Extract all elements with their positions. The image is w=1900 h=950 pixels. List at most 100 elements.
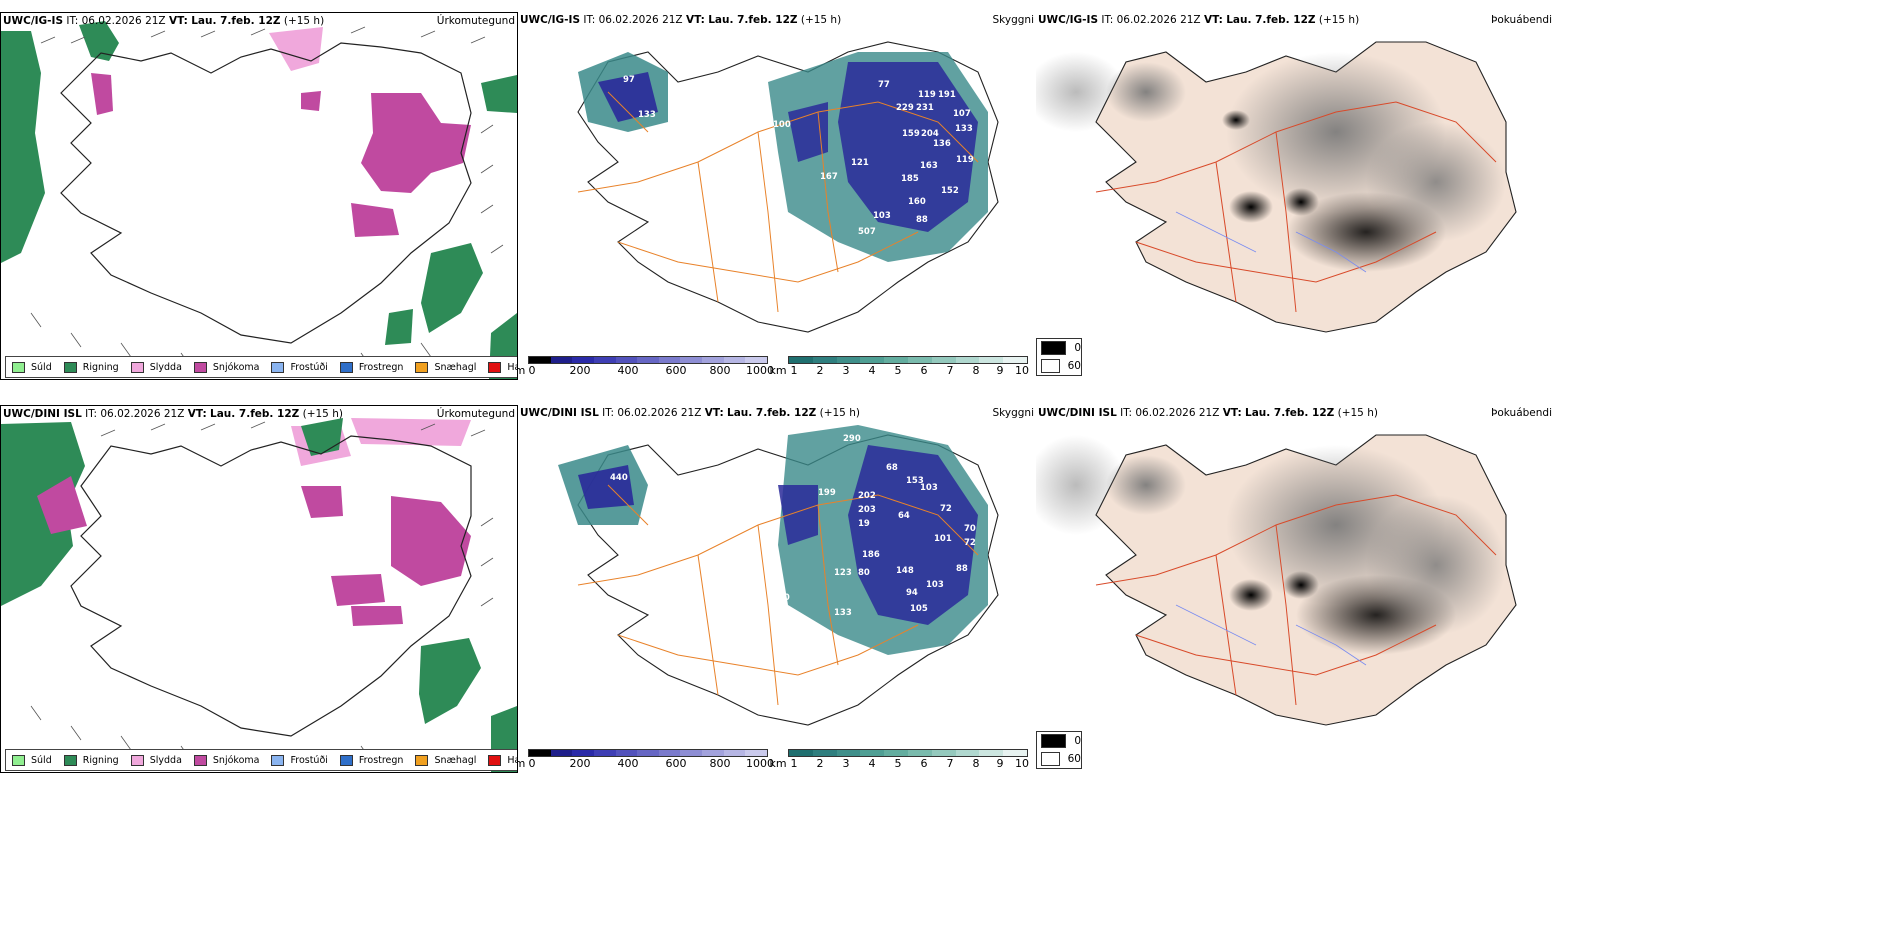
legend-label: Haglél [507,361,517,373]
legend-label: Snjókoma [212,361,260,373]
panel-header: UWC/IG-IS IT: 06.02.2026 21Z VT: Lau. 7.… [520,14,841,26]
swatch [12,361,25,373]
lead-time: (+15 h) [819,407,860,419]
cloud-label: 185 [901,174,919,184]
it-label: IT: [583,14,596,26]
swatch [130,361,144,373]
cloud-label: 153 [906,476,924,486]
swatch [415,754,429,766]
cloud-label: 507 [858,227,876,237]
precip-legend: Súld Rigning Slydda Snjókoma Frostúði Fr… [5,356,517,378]
tick: 8 [972,757,980,770]
cloud-label: 88 [916,215,928,225]
model-name: UWC/IG-IS [1038,14,1099,26]
cloud-label: 231 [916,103,934,113]
field-name: Skyggni [992,407,1035,419]
legend-label: Frostregn [358,361,404,373]
visibility-ticks: km 1 2 3 4 5 6 7 8 9 10 [769,757,1029,771]
cloud-label: 119 [918,90,936,100]
unit-label: m [518,757,526,770]
legend-label: Rigning [82,361,119,373]
cloud-label: 105 [910,604,928,614]
precip-legend: Súld Rigning Slydda Snjókoma Frostúði Fr… [5,749,517,771]
cloud-base-area [848,445,978,625]
swatch [271,361,285,373]
cloud-label: 159 [902,129,920,139]
swatch [339,754,353,766]
fog-panel-1: UWC/IG-IS IT: 06.02.2026 21Z VT: Lau. 7.… [1036,12,1554,378]
legend-label: Frostúði [290,361,328,373]
vt-value: Lau. 7.feb. 12Z [708,14,798,26]
cloud-label: 100 [772,593,790,603]
unit-label: km [769,757,787,770]
legend-item: Frostregn [339,754,404,766]
swatch [63,361,77,373]
road-network [577,91,979,313]
it-label: IT: [602,407,615,419]
iceland-coastline [60,42,472,344]
tick: 600 [665,757,687,770]
cloud-label: 64 [898,511,910,521]
cloud-label: 290 [843,434,861,444]
tick: 400 [617,757,639,770]
cloud-base-area [598,72,658,122]
legend-item: Rigning [63,361,119,373]
cloud-label: 203 [858,505,876,515]
cloud-label: 72 [964,538,976,548]
cloud-label: 186 [862,550,880,560]
precip-panel-1: UWC/IG-IS IT: 06.02.2026 21Z VT: Lau. 7.… [0,12,518,380]
tick: 1 [790,757,798,770]
snow-area [351,606,403,626]
cloud-label: 123 [834,568,852,578]
tick: 600 [665,364,687,377]
legend-item: Snæhagl [415,361,477,373]
fog-legend-label: 0 [1074,342,1081,354]
field-name: Þokuábendi [1491,407,1552,419]
panel-header: UWC/DINI ISL IT: 06.02.2026 21Z VT: Lau.… [1038,407,1378,419]
rain-area [1,31,45,263]
cloud-label: 77 [878,80,890,90]
legend-label: Frostregn [358,754,404,766]
legend-label: Haglél [507,754,517,766]
tick: 6 [920,757,928,770]
panel-header: UWC/DINI ISL IT: 06.02.2026 21Z VT: Lau.… [520,407,860,419]
swatch [12,754,25,766]
swatch [193,361,207,373]
it-label: IT: [66,15,79,27]
river-network [1175,604,1367,666]
tick: 6 [920,364,928,377]
cloud-base-ticks: m 0 200 400 600 800 1000 [518,757,774,771]
legend-label: Súld [31,754,52,766]
vt-value: Lau. 7.feb. 12Z [1226,14,1316,26]
cloud-label: 94 [906,588,918,598]
tick: 2 [816,757,824,770]
legend-item: Haglél [488,754,517,766]
cloud-label: 107 [953,109,971,119]
fog-map-2 [1036,434,1517,726]
fog-legend-label: 60 [1067,753,1081,765]
swatch [130,754,144,766]
it-label: IT: [85,408,98,420]
cloud-label: 19 [858,519,870,529]
cloud-label: 103 [920,483,938,493]
snow-area [351,203,399,237]
swatch [339,361,353,373]
tick: 9 [996,364,1004,377]
cloud-label: 70 [964,524,976,534]
tick: 7 [946,364,954,377]
cloud-label: 160 [908,197,926,207]
cloud-label: 229 [896,103,914,113]
snow-area [301,486,343,518]
cloud-base-area [778,485,818,545]
legend-label: Slydda [149,754,182,766]
cloud-label: 100 [773,120,791,130]
swatch [271,754,285,766]
legend-label: Snæhagl [434,361,477,373]
it-value: 06.02.2026 21Z [1116,14,1201,26]
lead-time: (+15 h) [302,408,343,420]
cloud-label: 119 [956,155,974,165]
cloud-visibility-panel-2: 290 68 153 103 199 202 203 19 64 72 70 1… [518,405,1036,771]
cloud-base-labels-2: 290 68 153 103 199 202 203 19 64 72 70 1… [610,434,976,618]
river-network [1175,211,1367,273]
swatch [1041,341,1067,355]
